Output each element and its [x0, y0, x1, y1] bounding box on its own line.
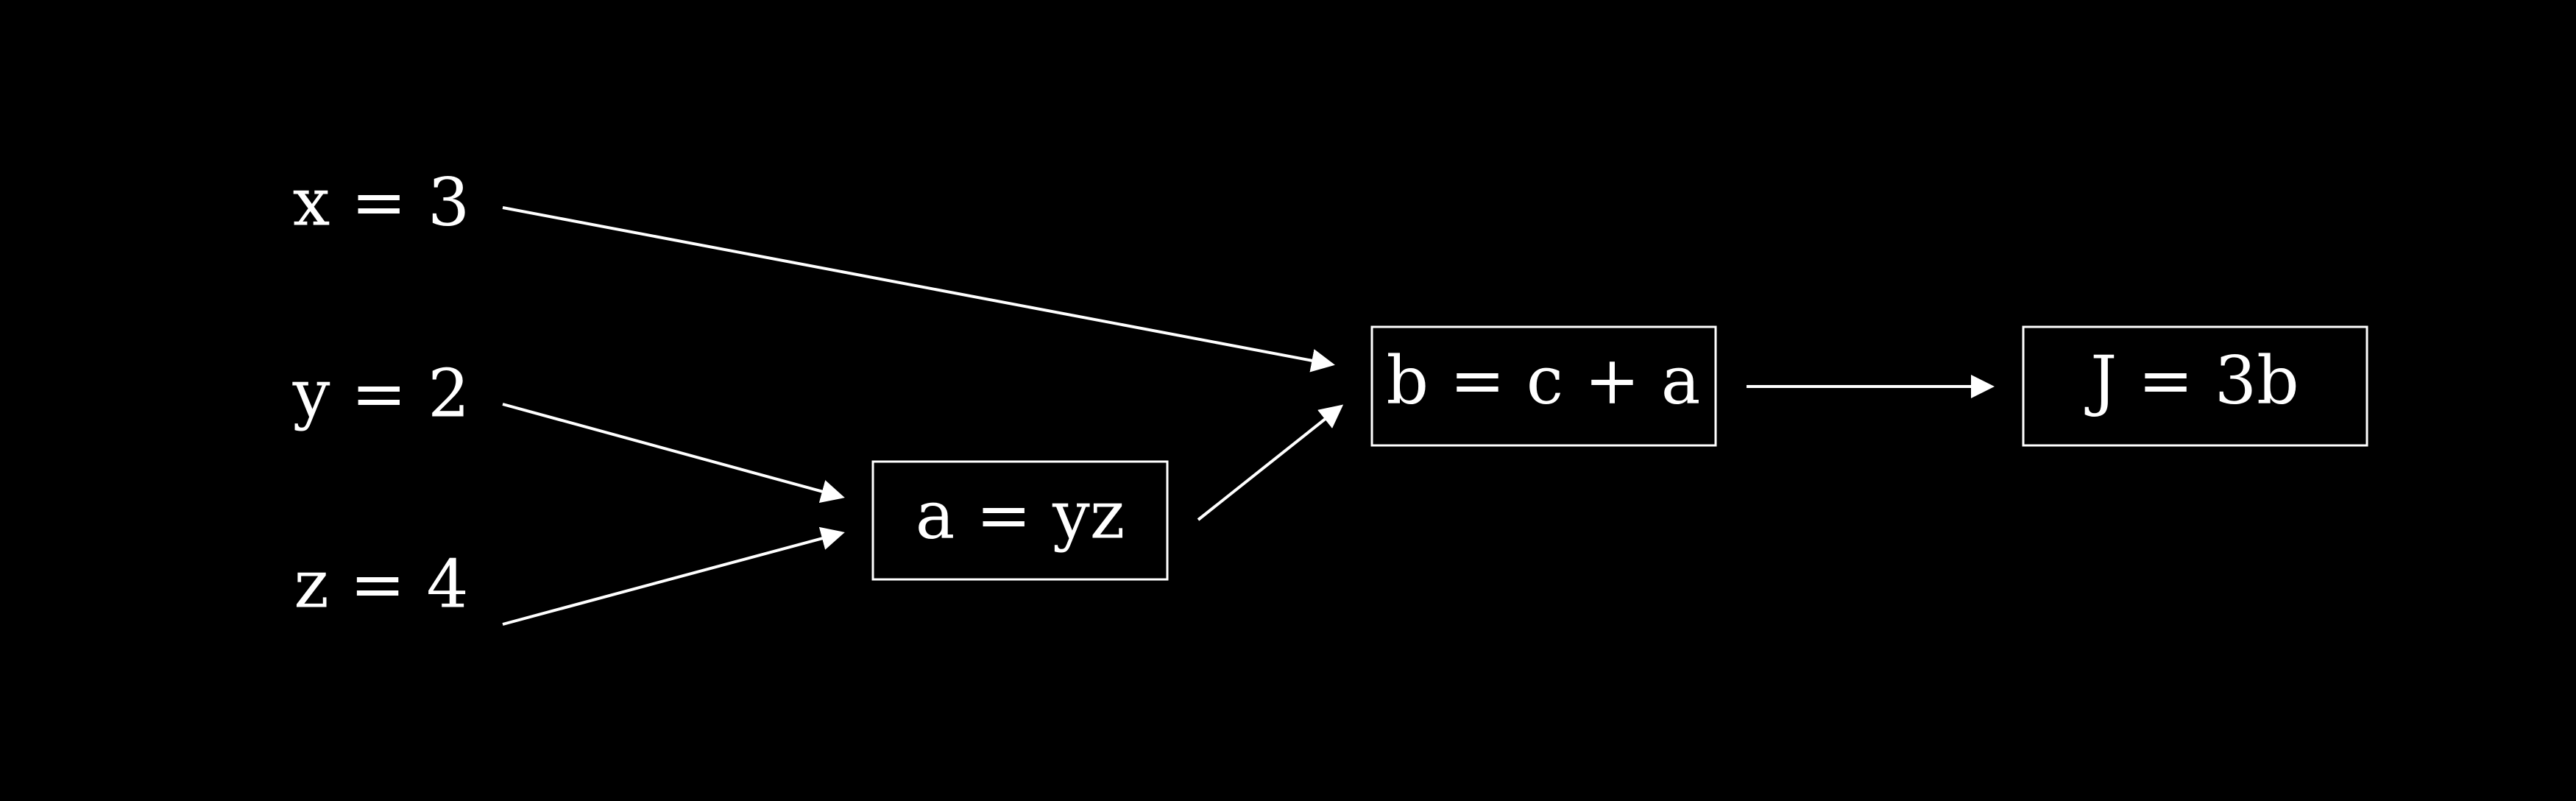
edge-x-to-b	[502, 206, 1335, 373]
input-z-label: z = 4	[294, 546, 468, 623]
node-j: J = 3b	[2022, 325, 2368, 447]
node-a: a = yz	[871, 460, 1169, 581]
node-b: b = c + a	[1370, 325, 1717, 447]
node-a-box	[871, 460, 1169, 581]
edge-a-to-b	[1197, 404, 1344, 521]
node-b-label: b = c + a	[1387, 342, 1701, 419]
node-j-label: J = 3b	[2084, 342, 2299, 419]
node-j-box	[2022, 325, 2368, 447]
node-b-box	[1370, 325, 1717, 447]
input-x-label: x = 3	[293, 163, 470, 241]
edge-y-to-a	[502, 403, 845, 504]
node-a-label: a = yz	[916, 476, 1125, 554]
input-y-label: y = 2	[292, 355, 470, 432]
edge-z-to-a	[502, 526, 845, 626]
